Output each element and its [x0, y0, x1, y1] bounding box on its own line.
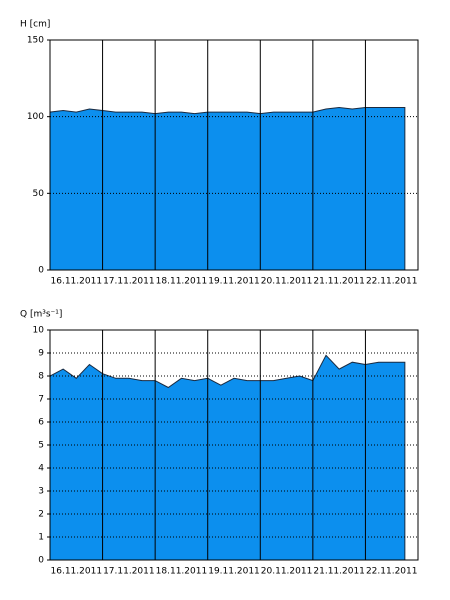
y-tick-label: 0 — [38, 266, 44, 276]
y-tick-label: 2 — [38, 510, 44, 520]
plot-frame — [49, 329, 419, 561]
x-tick-label: 19.11.2011 — [208, 567, 260, 577]
x-tick-label: 17.11.2011 — [103, 567, 155, 577]
y-tick-label: 4 — [38, 464, 44, 474]
area — [49, 106, 406, 271]
x-tick-label: 16.11.2011 — [51, 567, 103, 577]
area — [49, 354, 406, 561]
y-tick-label: 1 — [38, 533, 44, 543]
y-tick-label: 8 — [38, 372, 44, 382]
y-tick-label: 7 — [38, 395, 44, 405]
y-tick-label: 10 — [33, 326, 45, 336]
y-tick-label: 9 — [38, 349, 44, 359]
y-tick-label: 5 — [38, 441, 44, 451]
x-tick-label: 22.11.2011 — [366, 277, 418, 287]
x-tick-label: 19.11.2011 — [208, 277, 260, 287]
y-axis-label: H [cm] — [20, 20, 50, 30]
x-tick-label: 20.11.2011 — [261, 567, 313, 577]
x-tick-label: 18.11.2011 — [156, 567, 208, 577]
x-tick-label: 18.11.2011 — [156, 277, 208, 287]
x-tick-label: 17.11.2011 — [103, 277, 155, 287]
y-axis-label: Q [m³s⁻¹] — [20, 310, 62, 320]
x-tick-label: 21.11.2011 — [313, 567, 365, 577]
x-tick-label: 16.11.2011 — [51, 277, 103, 287]
x-tick-label: 21.11.2011 — [313, 277, 365, 287]
y-tick-label: 3 — [38, 487, 44, 497]
x-tick-label: 22.11.2011 — [366, 567, 418, 577]
y-tick-label: 0 — [38, 556, 44, 566]
x-tick-label: 20.11.2011 — [261, 277, 313, 287]
y-tick-label: 150 — [27, 36, 44, 46]
plot-frame — [49, 39, 419, 271]
y-tick-label: 50 — [33, 189, 45, 199]
y-tick-label: 6 — [38, 418, 44, 428]
y-tick-label: 100 — [27, 112, 44, 122]
